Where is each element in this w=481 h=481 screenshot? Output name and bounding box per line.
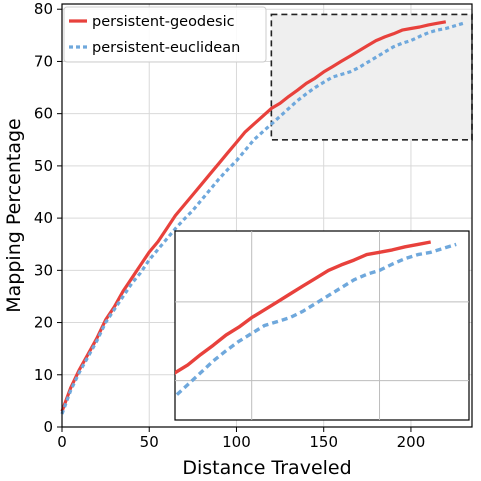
y-tick-label: 10 <box>34 366 53 384</box>
inset-series-line-0 <box>175 240 432 376</box>
legend-label-geodesic: persistent-geodesic <box>92 14 235 30</box>
y-axis-label: Mapping Percentage <box>3 118 25 312</box>
inset-panel <box>174 230 470 421</box>
inset-grid <box>175 231 469 420</box>
y-tick-label: 80 <box>34 0 53 18</box>
plot-frame <box>61 3 473 428</box>
series-line-0 <box>60 20 447 412</box>
y-tick-label: 30 <box>34 261 53 279</box>
x-axis-label: Distance Traveled <box>182 457 351 479</box>
y-tick-label: 20 <box>34 314 53 332</box>
x-tick-label: 100 <box>222 433 251 451</box>
series-line-1 <box>60 21 464 415</box>
x-tick-label: 0 <box>57 433 67 451</box>
zoom-region-box <box>270 13 473 141</box>
legend-box <box>63 6 267 63</box>
x-tick-label: 50 <box>140 433 159 451</box>
y-tick-label: 60 <box>34 105 53 123</box>
y-tick-label: 0 <box>43 418 53 436</box>
x-tick-label: 200 <box>397 433 426 451</box>
y-tick-label: 40 <box>34 209 53 227</box>
y-tick-label: 70 <box>34 52 53 70</box>
legend: persistent-geodesic persistent-euclidean <box>63 6 267 63</box>
inset-series-line-1 <box>175 242 457 399</box>
series-lines <box>60 20 464 415</box>
y-tick-label: 50 <box>34 157 53 175</box>
legend-label-euclidean: persistent-euclidean <box>92 40 240 56</box>
inset-series-lines <box>175 240 457 399</box>
x-tick-label: 150 <box>309 433 338 451</box>
axis-ticks: 0 50 100 150 200 0 10 20 30 40 50 60 70 80 <box>34 0 425 451</box>
